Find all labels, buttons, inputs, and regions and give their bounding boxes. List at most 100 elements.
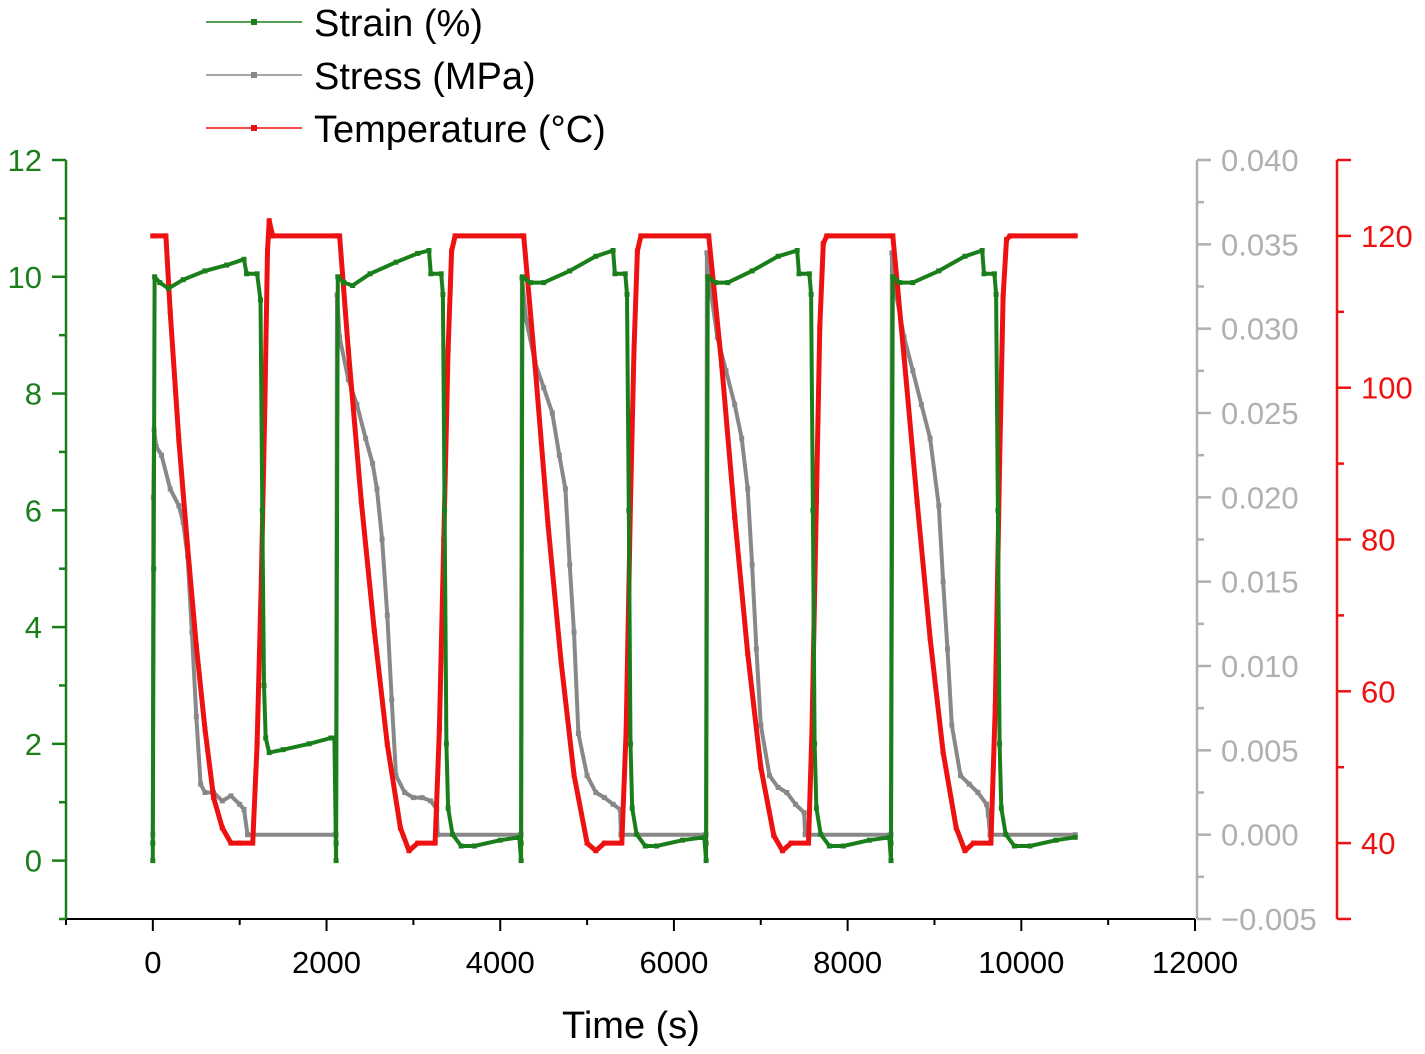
data-point-strain bbox=[263, 735, 269, 741]
data-point-strain bbox=[998, 805, 1004, 811]
data-point-temperature bbox=[824, 233, 830, 239]
data-point-strain bbox=[428, 271, 434, 277]
data-point-stress bbox=[767, 773, 772, 779]
legend: Strain (%) Stress (MPa) Temperature (°C) bbox=[206, 3, 606, 151]
y-tick-label-temperature: 60 bbox=[1361, 674, 1395, 709]
data-point-temperature bbox=[176, 438, 182, 444]
data-point-stress bbox=[402, 790, 408, 795]
data-point-temperature bbox=[703, 233, 709, 239]
data-point-temperature bbox=[971, 840, 976, 846]
data-point-stress bbox=[345, 376, 351, 382]
data-point-temperature bbox=[163, 233, 169, 239]
data-point-stress bbox=[562, 486, 568, 492]
y-tick-label-strain: 8 bbox=[25, 377, 42, 412]
data-point-strain bbox=[680, 837, 686, 843]
data-point-stress bbox=[384, 612, 390, 618]
data-point-strain bbox=[897, 280, 903, 286]
data-point-strain bbox=[241, 256, 247, 262]
data-point-stress bbox=[784, 790, 790, 795]
data-point-temperature bbox=[619, 840, 625, 846]
y-tick-label-temperature: 40 bbox=[1361, 826, 1395, 861]
x-axis-title: Time (s) bbox=[562, 1005, 700, 1047]
data-point-stress bbox=[159, 452, 164, 458]
data-point-temperature bbox=[927, 635, 933, 641]
data-point-strain bbox=[258, 297, 263, 303]
data-point-stress bbox=[958, 773, 963, 779]
data-point-strain bbox=[654, 843, 660, 849]
data-point-temperature bbox=[817, 324, 823, 330]
data-point-strain bbox=[528, 280, 534, 286]
data-point-strain bbox=[888, 840, 894, 846]
data-point-strain bbox=[259, 507, 265, 513]
x-tick-label: 2000 bbox=[292, 945, 361, 980]
data-point-stress bbox=[393, 773, 399, 779]
data-point-strain bbox=[1053, 837, 1059, 843]
data-point-stress bbox=[945, 646, 950, 652]
data-point-stress bbox=[219, 798, 225, 804]
x-tick-label: 10000 bbox=[978, 945, 1064, 980]
data-point-strain bbox=[224, 262, 230, 268]
data-point-strain bbox=[150, 858, 156, 864]
data-point-temperature bbox=[914, 499, 920, 504]
data-point-strain bbox=[626, 507, 632, 513]
data-point-temperature bbox=[167, 309, 173, 315]
data-point-strain bbox=[818, 831, 824, 837]
data-point-strain bbox=[796, 271, 802, 277]
data-point-strain bbox=[157, 280, 163, 286]
data-point-temperature bbox=[988, 840, 994, 846]
axes-layer: 0 2000 4000 6000 8000 10000 12000 0 2 4 6 8 10 12 −0.0… bbox=[8, 143, 1413, 980]
data-point-strain bbox=[445, 805, 451, 811]
data-point-temperature bbox=[202, 726, 208, 732]
data-point-stress bbox=[571, 629, 577, 635]
data-point-temperature bbox=[237, 840, 243, 846]
data-point-stress bbox=[541, 385, 547, 391]
data-point-temperature bbox=[890, 233, 896, 239]
data-point-temperature bbox=[250, 840, 256, 846]
data-point-stress bbox=[193, 714, 199, 720]
data-point-strain bbox=[890, 274, 896, 280]
legend-marker-strain bbox=[251, 19, 257, 25]
x-tick-label: 8000 bbox=[813, 945, 882, 980]
data-point-stress bbox=[374, 486, 380, 492]
data-point-temperature bbox=[732, 514, 738, 520]
data-point-strain bbox=[166, 285, 171, 291]
data-point-temperature bbox=[265, 248, 270, 254]
data-point-stress bbox=[189, 629, 195, 635]
data-point-temperature bbox=[532, 362, 538, 368]
data-point-stress bbox=[176, 503, 182, 509]
data-point-temperature bbox=[345, 347, 351, 353]
data-point-stress bbox=[753, 646, 759, 652]
data-point-stress bbox=[949, 722, 955, 728]
data-point-stress bbox=[549, 410, 555, 416]
data-point-strain bbox=[202, 268, 208, 274]
data-point-temperature bbox=[820, 241, 826, 246]
data-point-temperature bbox=[813, 499, 819, 504]
data-point-stress bbox=[918, 402, 924, 408]
data-point-temperature bbox=[940, 749, 946, 755]
data-point-temperature bbox=[1004, 237, 1009, 243]
data-point-stress bbox=[1072, 832, 1078, 838]
data-point-stress bbox=[389, 697, 395, 703]
data-point-strain bbox=[610, 248, 616, 253]
data-point-strain bbox=[713, 280, 719, 286]
data-point-strain bbox=[266, 750, 272, 756]
data-point-temperature bbox=[631, 347, 637, 353]
y-tick-label-strain: 2 bbox=[25, 727, 42, 762]
data-point-temperature bbox=[992, 704, 998, 709]
data-point-strain bbox=[442, 507, 448, 513]
data-point-strain bbox=[840, 843, 846, 849]
data-point-temperature bbox=[806, 840, 811, 846]
data-point-temperature bbox=[228, 840, 234, 846]
data-point-stress bbox=[610, 801, 616, 807]
data-point-stress bbox=[793, 801, 798, 807]
data-point-strain bbox=[794, 248, 800, 253]
data-point-strain bbox=[333, 840, 339, 846]
data-point-strain bbox=[519, 274, 525, 280]
legend-label-strain: Strain (%) bbox=[314, 3, 483, 45]
data-point-strain bbox=[995, 507, 1001, 513]
data-point-temperature bbox=[452, 233, 458, 239]
data-point-stress bbox=[601, 795, 607, 801]
data-point-stress bbox=[410, 795, 416, 801]
data-point-stress bbox=[936, 503, 942, 509]
data-point-temperature bbox=[601, 840, 607, 846]
